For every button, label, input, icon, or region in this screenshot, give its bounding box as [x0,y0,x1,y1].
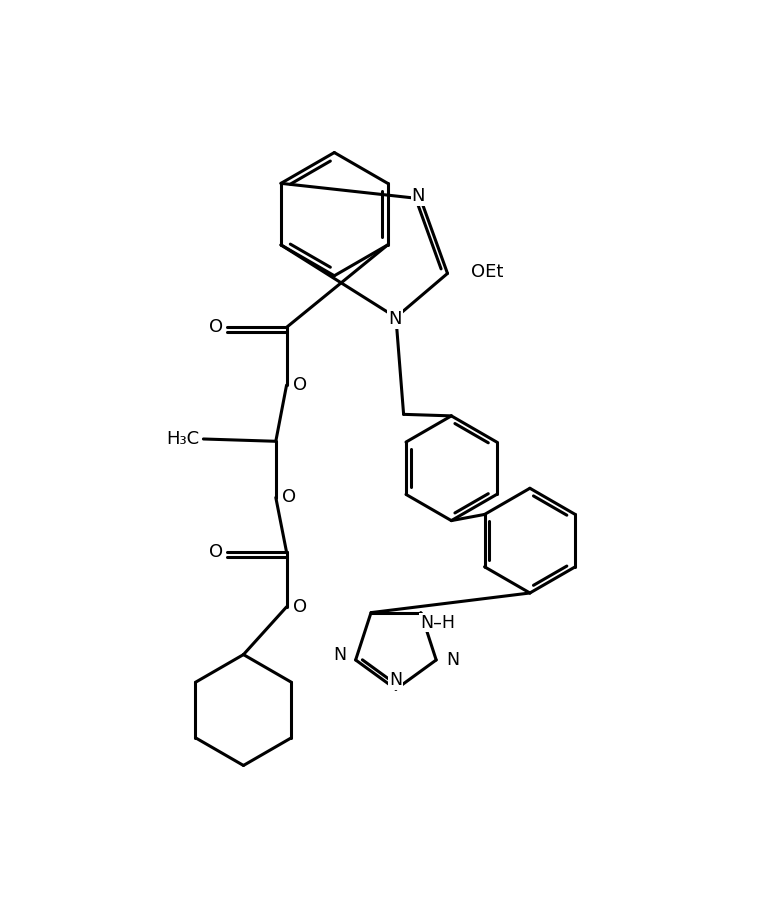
Text: N: N [447,651,459,669]
Text: O: O [209,543,223,561]
Text: O: O [282,488,296,506]
Text: N: N [389,671,402,689]
Text: OEt: OEt [471,263,503,280]
Text: O: O [293,598,307,616]
Text: N–H: N–H [421,614,455,632]
Text: N: N [411,187,425,205]
Text: O: O [293,376,307,394]
Text: O: O [209,318,223,336]
Text: N: N [389,310,402,328]
Text: H₃C: H₃C [166,430,200,448]
Text: N: N [334,645,347,663]
